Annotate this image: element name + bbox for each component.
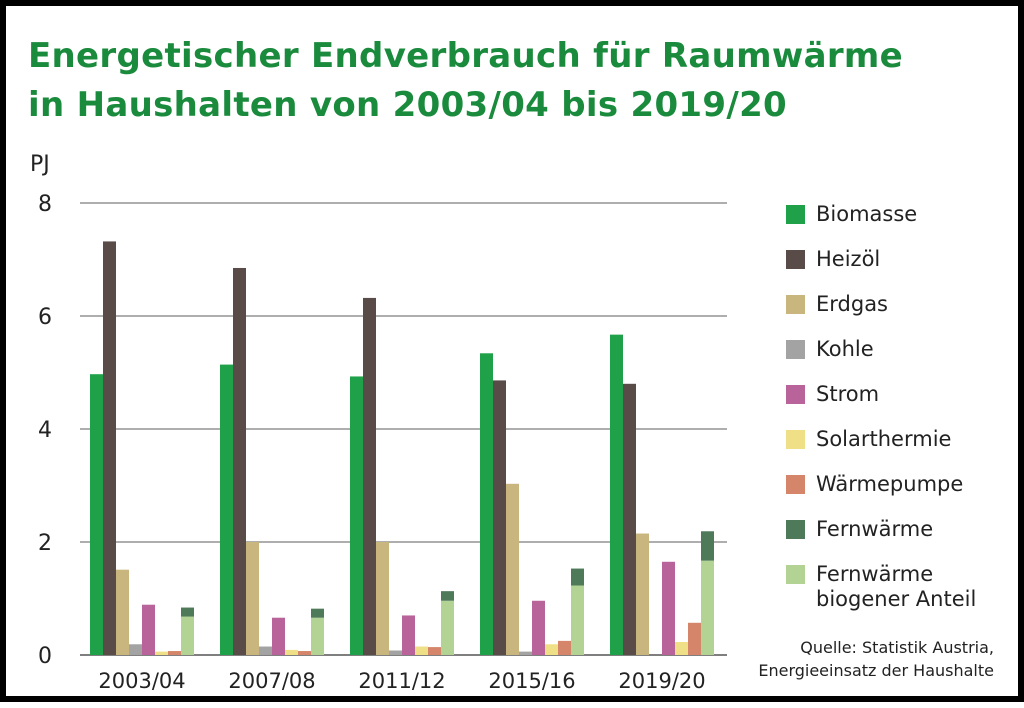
bar-biomasse-2 xyxy=(350,376,363,655)
bar-heiz-l-3 xyxy=(493,380,506,655)
bar-erdgas-4 xyxy=(636,533,649,655)
x-category-label-3: 2015/16 xyxy=(488,669,575,693)
bar-fernwaerme-1 xyxy=(311,608,324,618)
x-category-label-0: 2003/04 xyxy=(98,669,185,693)
x-category-label-1: 2007/08 xyxy=(228,669,315,693)
bar-solarthermie-0 xyxy=(155,651,168,655)
bar-kohle-3 xyxy=(519,651,532,655)
y-tick-label-0: 0 xyxy=(38,644,52,669)
legend-item-heiz-l: Heizöl xyxy=(786,247,976,292)
legend-label-biomasse: Biomasse xyxy=(816,202,918,226)
bar-solarthermie-2 xyxy=(415,646,428,655)
source-line-2: Energieeinsatz der Haushalte xyxy=(758,661,994,680)
chart-title: Energetischer Endverbrauch für Raumwärme… xyxy=(28,32,903,130)
bar-strom-1 xyxy=(272,617,285,655)
bar-heiz-l-2 xyxy=(363,297,376,655)
bar-fernwaerme-3 xyxy=(571,568,584,586)
x-category-label-2: 2011/12 xyxy=(358,669,445,693)
legend-label-strom: Strom xyxy=(816,382,880,406)
legend-swatch-fernw-rme-biogener-anteil xyxy=(786,565,805,584)
legend-swatch-strom xyxy=(786,385,805,404)
bar-fernwaerme-biogen-3 xyxy=(571,585,584,655)
legend-item-fernw-rme: Fernwärme xyxy=(786,517,976,562)
chart-title-line-2: in Haushalten von 2003/04 bis 2019/20 xyxy=(28,85,787,125)
bar-fernwaerme-biogen-0 xyxy=(181,616,194,655)
legend-swatch-erdgas xyxy=(786,295,805,314)
legend-label-heiz-l: Heizöl xyxy=(816,247,881,271)
bar-biomasse-4 xyxy=(610,334,623,655)
bar-fernwaerme-biogen-1 xyxy=(311,617,324,655)
bar-kohle-2 xyxy=(389,650,402,655)
bar-erdgas-0 xyxy=(116,569,129,655)
bar-w-rmepumpe-1 xyxy=(298,651,311,655)
bar-w-rmepumpe-3 xyxy=(558,640,571,655)
bar-erdgas-2 xyxy=(376,542,389,655)
bar-solarthermie-1 xyxy=(285,649,298,655)
bar-erdgas-3 xyxy=(506,483,519,655)
legend-label-fernw-rme: Fernwärme xyxy=(816,517,934,541)
bar-solarthermie-3 xyxy=(545,644,558,655)
bar-strom-2 xyxy=(402,615,415,655)
bar-kohle-0 xyxy=(129,644,142,655)
legend-label-w-rmepumpe: Wärmepumpe xyxy=(816,472,964,496)
legend-item-biomasse: Biomasse xyxy=(786,202,976,247)
bar-fernwaerme-2 xyxy=(441,591,454,601)
chart-legend: Biomasse Heizöl Erdgas Kohle Strom Solartherm… xyxy=(786,202,976,632)
legend-swatch-kohle xyxy=(786,340,805,359)
legend-label-fernw-rme-biogener-anteil-line-1: Fernwärme xyxy=(816,562,934,586)
y-tick-label-6: 6 xyxy=(38,305,52,330)
bar-w-rmepumpe-2 xyxy=(428,647,441,655)
source-note: Quelle: Statistik Austria, Energieeinsat… xyxy=(758,636,994,682)
bar-biomasse-1 xyxy=(220,364,233,655)
chart-title-line-1: Energetischer Endverbrauch für Raumwärme xyxy=(28,36,903,76)
bar-fernwaerme-0 xyxy=(181,607,194,617)
bar-kohle-1 xyxy=(259,646,272,655)
bar-biomasse-0 xyxy=(90,374,103,655)
legend-item-w-rmepumpe: Wärmepumpe xyxy=(786,472,976,517)
y-axis-unit-label: PJ xyxy=(30,152,50,177)
legend-swatch-fernw-rme xyxy=(786,520,805,539)
legend-swatch-w-rmepumpe xyxy=(786,475,805,494)
bar-strom-3 xyxy=(532,600,545,655)
y-tick-label-4: 4 xyxy=(38,418,52,443)
legend-label-solarthermie: Solarthermie xyxy=(816,427,952,451)
legend-swatch-solarthermie xyxy=(786,430,805,449)
legend-item-fernw-rme-biogener-anteil: Fernwärme biogener Anteil xyxy=(786,562,976,632)
legend-item-kohle: Kohle xyxy=(786,337,976,382)
bar-chart-plot: 0 2 4 6 8 2003/04 2007/08 2011/12 2015/16 2019/20 xyxy=(38,192,727,693)
bar-w-rmepumpe-0 xyxy=(168,651,181,655)
bar-heiz-l-1 xyxy=(233,267,246,655)
bar-solarthermie-4 xyxy=(675,642,688,655)
bar-strom-0 xyxy=(142,604,155,655)
legend-label-kohle: Kohle xyxy=(816,337,874,361)
y-tick-label-2: 2 xyxy=(38,531,52,556)
bar-strom-4 xyxy=(662,561,675,655)
source-line-1: Quelle: Statistik Austria, xyxy=(800,638,994,657)
legend-item-solarthermie: Solarthermie xyxy=(786,427,976,472)
bar-heiz-l-4 xyxy=(623,383,636,655)
legend-swatch-biomasse xyxy=(786,205,805,224)
legend-item-erdgas: Erdgas xyxy=(786,292,976,337)
bar-fernwaerme-biogen-4 xyxy=(701,560,714,655)
bar-heiz-l-0 xyxy=(103,241,116,656)
legend-swatch-heiz-l xyxy=(786,250,805,269)
bar-fernwaerme-4 xyxy=(701,531,714,561)
legend-label-fernw-rme-biogener-anteil-line-2: biogener Anteil xyxy=(816,587,977,611)
legend-item-strom: Strom xyxy=(786,382,976,427)
legend-label-erdgas: Erdgas xyxy=(816,292,889,316)
bar-biomasse-3 xyxy=(480,353,493,655)
bar-w-rmepumpe-4 xyxy=(688,622,701,655)
bar-erdgas-1 xyxy=(246,542,259,655)
x-category-label-4: 2019/20 xyxy=(618,669,705,693)
bar-fernwaerme-biogen-2 xyxy=(441,600,454,655)
y-tick-label-8: 8 xyxy=(38,192,52,217)
